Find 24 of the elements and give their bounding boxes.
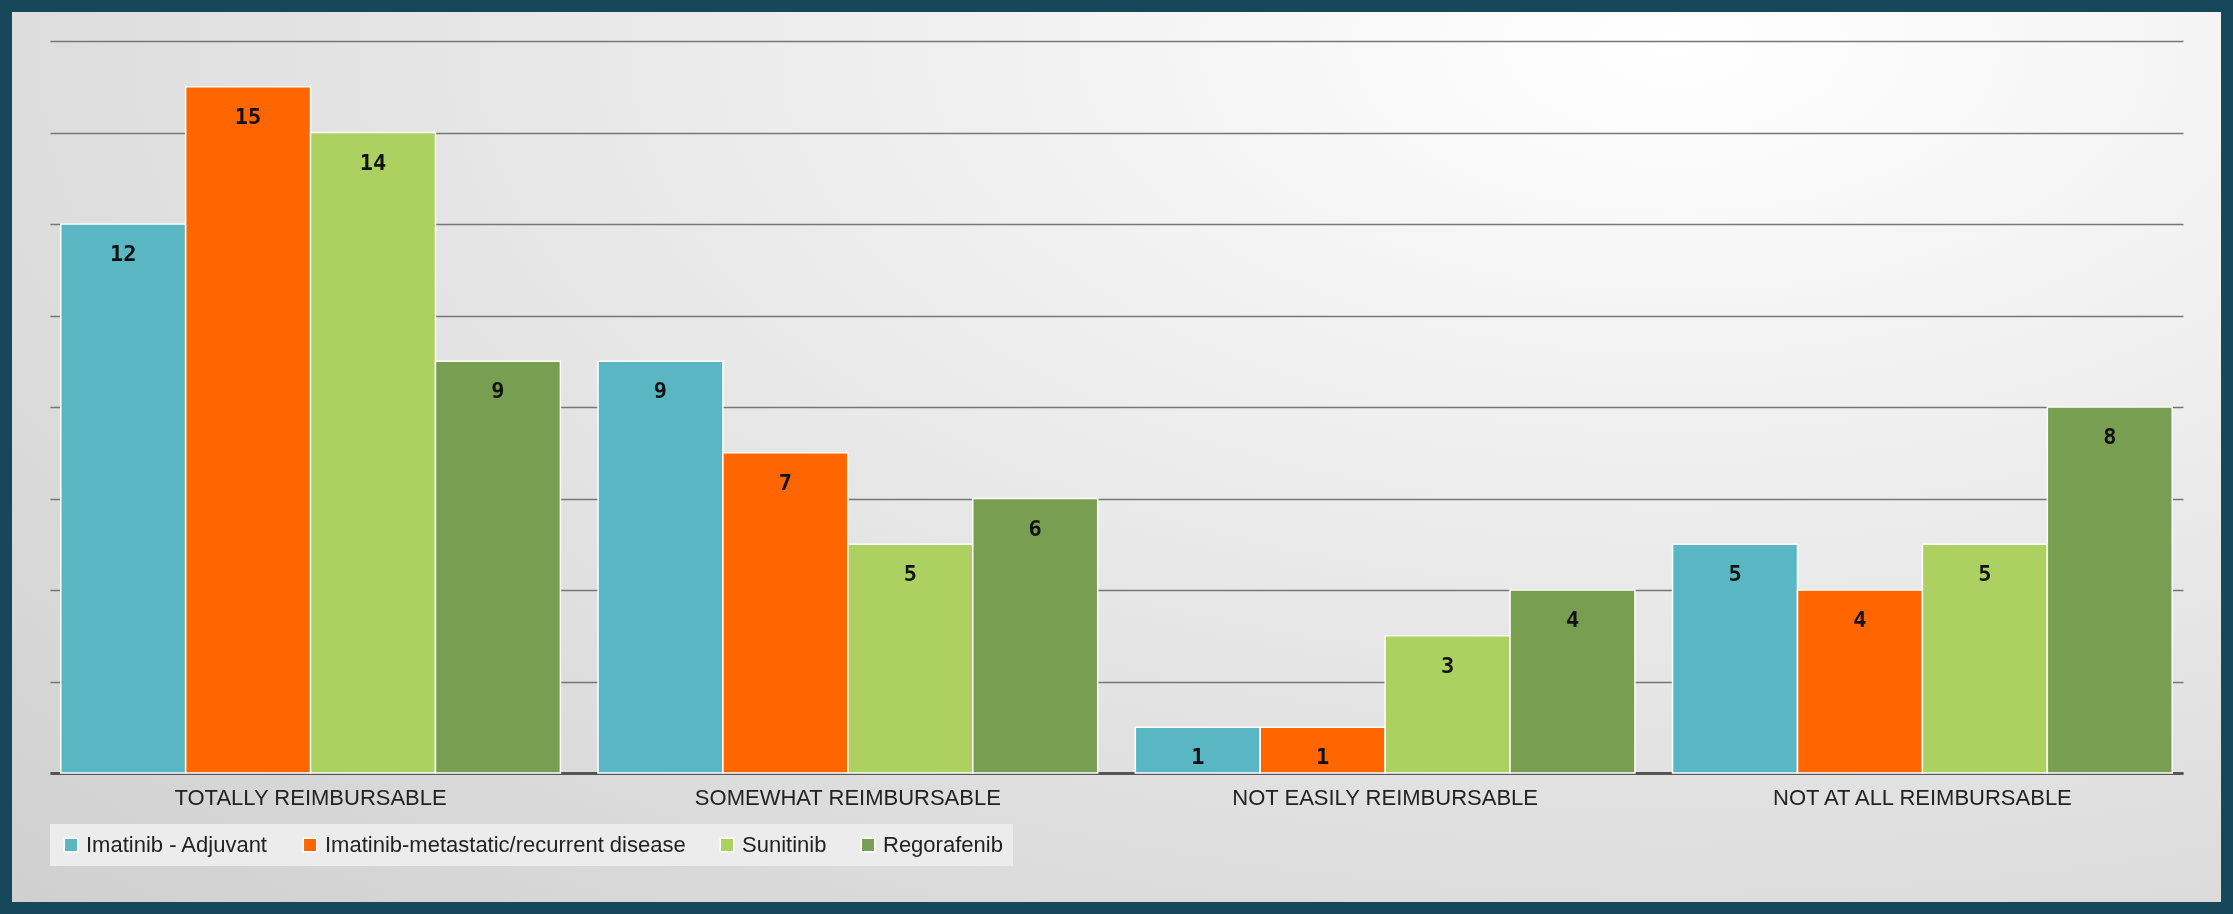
data-label: 4 bbox=[1853, 607, 1867, 632]
data-label: 1 bbox=[1316, 744, 1330, 770]
x-tick-label: NOT AT ALL REIMBURSABLE bbox=[1773, 784, 2072, 810]
data-label: 6 bbox=[1028, 515, 1042, 541]
data-label: 3 bbox=[1440, 652, 1455, 678]
data-label: 5 bbox=[1728, 561, 1742, 587]
data-label: 12 bbox=[109, 241, 137, 266]
data-label: 1 bbox=[1191, 744, 1205, 770]
data-label: 9 bbox=[653, 378, 668, 404]
data-label: 15 bbox=[234, 103, 262, 129]
x-tick-label: TOTALLY REIMBURSABLE bbox=[174, 784, 447, 810]
legend-label: Imatinib - Adjuvant bbox=[86, 832, 267, 857]
data-label: 8 bbox=[2103, 424, 2117, 449]
data-label: 9 bbox=[491, 378, 505, 404]
legend-label: Sunitinib bbox=[742, 832, 827, 857]
legend-label: Imatinib-metastatic/recurrent disease bbox=[325, 832, 686, 857]
data-label: 5 bbox=[903, 561, 917, 587]
data-label: 5 bbox=[1978, 561, 1992, 587]
data-label: 14 bbox=[359, 149, 387, 175]
data-label: 4 bbox=[1565, 607, 1580, 632]
x-tick-label: NOT EASILY REIMBURSABLE bbox=[1232, 784, 1538, 810]
x-tick-label: SOMEWHAT REIMBURSABLE bbox=[694, 784, 1001, 810]
legend-label: Regorafenib bbox=[883, 832, 1003, 857]
data-label: 7 bbox=[778, 469, 793, 495]
